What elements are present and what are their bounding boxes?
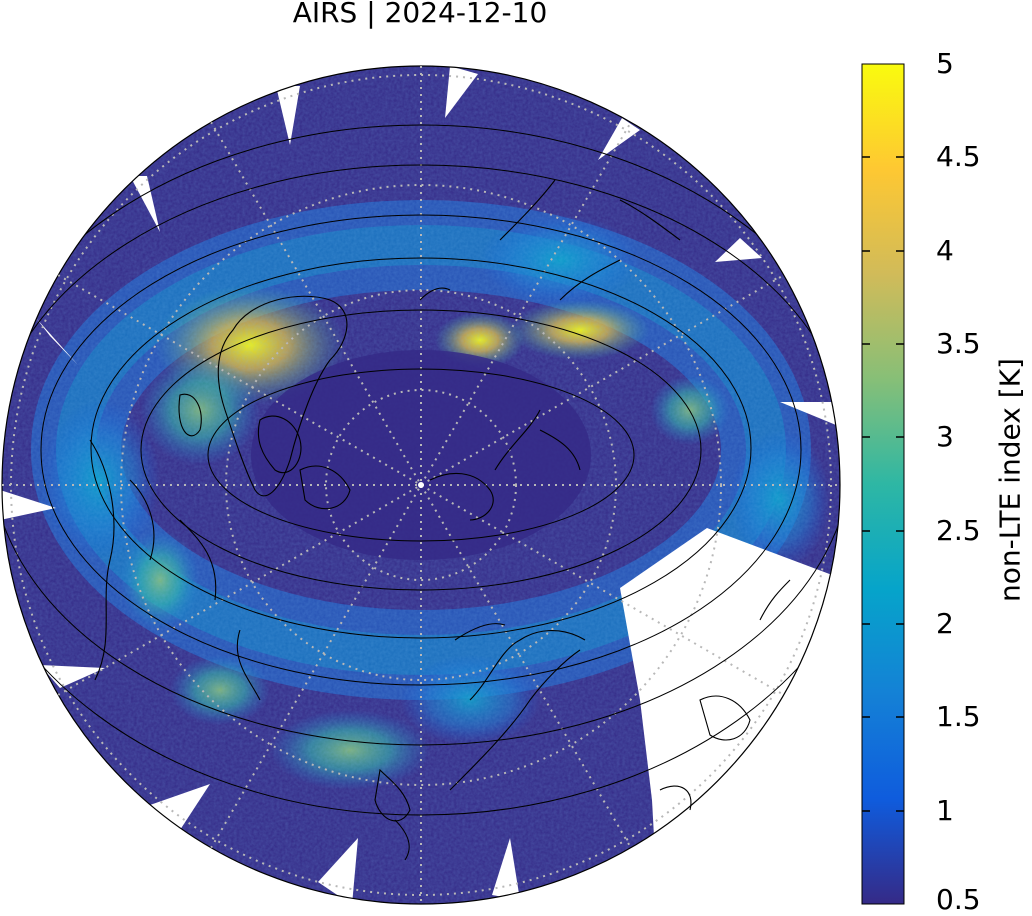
colorbar-tick-label: 0.5: [936, 883, 981, 916]
colorbar-tick-label: 1.5: [936, 700, 981, 733]
colorbar-tick-label: 1: [936, 794, 954, 827]
orbit-tracks: [2, 124, 840, 816]
quiet-polar-cap: [251, 350, 591, 560]
colorbar-tick-label: 5: [936, 47, 954, 80]
colorbar-ticks: [862, 156, 904, 812]
colorbar-label: non-LTE index [K]: [993, 358, 1027, 602]
colorbar-tick-label: 3: [936, 420, 954, 453]
colorbar-tick-label: 3.5: [936, 327, 981, 360]
colorbar-tick-label: 4: [936, 234, 954, 267]
coastlines: [89, 179, 791, 861]
map-title: AIRS | 2024-12-10: [292, 0, 548, 29]
north-pole-marker: [418, 482, 424, 488]
colorbar: [861, 63, 905, 905]
colorbar-label-container: non-LTE index [K]: [990, 300, 1030, 660]
colorbar-tick-label: 4.5: [936, 140, 981, 173]
colorbar-tick-label: 2.5: [936, 514, 981, 547]
data-field: [2, 66, 840, 904]
colorbar-tick-label: 2: [936, 607, 954, 640]
